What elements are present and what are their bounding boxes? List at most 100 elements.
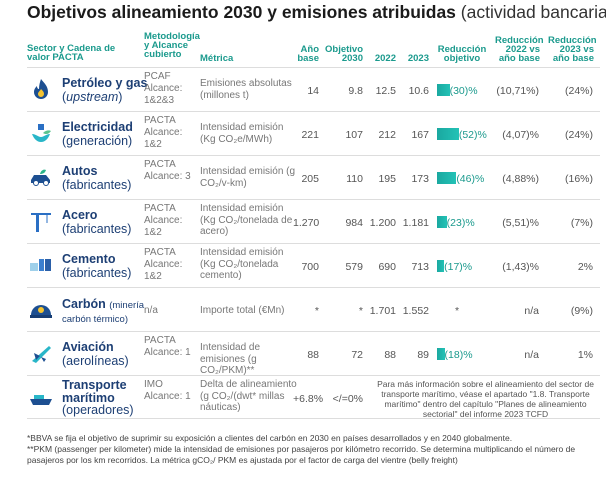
- value-obj: 107: [345, 129, 363, 141]
- value-base: +6.8%: [293, 393, 324, 405]
- reduction-2022: (5,51)%: [502, 217, 539, 229]
- sector-name: Electricidad (generación): [62, 120, 152, 148]
- value-base: *: [314, 305, 319, 317]
- ship-icon: [30, 395, 52, 405]
- sector-name: Petróleo y gas (upstream): [62, 76, 152, 104]
- reduction-target: (52)%: [458, 129, 487, 141]
- reduction-2023: (16%): [564, 173, 593, 185]
- header-metodologia: Metodología y Alcance cubierto: [144, 31, 200, 60]
- value-y2022: 212: [378, 129, 396, 141]
- footnote-1: *BBVA se fija el objetivo de suprimir su…: [27, 433, 513, 443]
- note-text: Para más información sobre el alineamien…: [377, 379, 594, 419]
- sector-subtitle: (aerolíneas): [62, 354, 129, 368]
- table-row: Electricidad (generación) PACTA Alcance: 1…: [27, 111, 600, 155]
- sector-subtitle: (generación): [62, 134, 133, 148]
- methodology: PACTA Alcance: 3: [144, 159, 191, 182]
- reduction-bar: [437, 84, 450, 96]
- value-base: 88: [307, 349, 319, 361]
- metric: Delta de alineamiento (g CO₂/(dwt* milla…: [200, 379, 297, 413]
- sector-name: Carbón (minería carbón térmico): [62, 298, 152, 326]
- table-row: Autos (fabricantes) PACTA Alcance: 3 Intens…: [27, 155, 600, 199]
- table-row: Carbón (minería carbón térmico) n/a Import…: [27, 287, 600, 331]
- reduction-target: *: [454, 305, 460, 317]
- crane-icon: [31, 213, 51, 232]
- reduction-2022: (1,43)%: [502, 261, 539, 273]
- value-y2022: 690: [378, 261, 396, 273]
- reduction-bar: [437, 172, 457, 184]
- sector-subtitle: (upstream): [62, 90, 123, 104]
- metric: Importe total (€Mn): [200, 305, 285, 316]
- page-title: Objetivos alineamiento 2030 y emisiones …: [27, 2, 606, 22]
- sector-subtitle: (fabricantes): [62, 178, 132, 192]
- sector-title: Cemento: [62, 252, 116, 266]
- table-row: Petróleo y gas (upstream) PCAF Alcance: 1&…: [27, 67, 600, 111]
- table-row: Acero (fabricantes) PACTA Alcance: 1&2 Inte…: [27, 199, 600, 243]
- sector-subtitle: (fabricantes): [62, 266, 132, 280]
- reduction-2022: (4,07)%: [502, 129, 539, 141]
- sector-name: Aviación (aerolíneas): [62, 340, 152, 368]
- header-reduccion: Reducción objetivo: [437, 44, 487, 64]
- header-2022: 2022: [374, 53, 396, 64]
- value-y2023: 89: [417, 349, 429, 361]
- value-y2023: 1.552: [402, 305, 429, 317]
- value-y2022: 88: [384, 349, 396, 361]
- value-obj: 984: [345, 217, 363, 229]
- metric: Intensidad emisión (Kg CO₂/tonelada de a…: [200, 203, 293, 237]
- metric: Emisiones absolutas (millones t): [200, 78, 292, 101]
- value-y2023: 167: [411, 129, 429, 141]
- value-base: 700: [301, 261, 319, 273]
- methodology: IMO Alcance: 1: [144, 379, 191, 402]
- sector-name: Transporte marítimo (operadores): [62, 379, 142, 417]
- sector-title: Petróleo y gas: [62, 76, 148, 90]
- value-obj: </=0%: [332, 393, 363, 405]
- metric: Intensidad emisión (Kg CO₂/tonelada ceme…: [200, 247, 284, 281]
- reduction-2023: 2%: [577, 261, 593, 273]
- value-obj: 72: [351, 349, 363, 361]
- sector-name: Cemento (fabricantes): [62, 252, 152, 280]
- value-base: 221: [301, 129, 319, 141]
- reduction-2022: n/a: [524, 349, 539, 361]
- reduction-2023: (24%): [564, 129, 593, 141]
- reduction-target: (30)%: [449, 85, 478, 97]
- header-red2023: Reducción 2023 vs año base: [548, 35, 597, 64]
- sector-subtitle: (operadores): [62, 403, 134, 417]
- reduction-2023: (7%): [570, 217, 593, 229]
- flame-icon: [34, 79, 48, 99]
- value-y2023: 10.6: [408, 85, 429, 97]
- car-icon: [31, 169, 50, 186]
- reduction-bar: [437, 128, 459, 140]
- sector-subtitle: (fabricantes): [62, 222, 132, 236]
- value-base: 14: [307, 85, 319, 97]
- value-y2023: 1.181: [402, 217, 429, 229]
- header-red2022: Reducción 2022 vs año base: [495, 35, 544, 64]
- sector-subtitle: (minería carbón térmico): [62, 300, 145, 325]
- reduction-2023: (9%): [570, 305, 593, 317]
- reduction-target: (46)%: [456, 173, 485, 185]
- methodology: PCAF Alcance: 1&2&3: [144, 71, 183, 106]
- value-y2023: 713: [411, 261, 429, 273]
- footnote-2: **PKM (passenger per kilometer) mide la …: [27, 444, 576, 465]
- value-obj: 110: [346, 173, 363, 185]
- reduction-2023: 1%: [577, 349, 593, 361]
- electricity-icon: [32, 124, 51, 142]
- reduction-2022: (4,88%): [502, 173, 539, 185]
- airplane-icon: [32, 346, 51, 363]
- table-bottom-divider: [27, 418, 600, 419]
- header-base: Año base: [297, 44, 319, 64]
- table-row: Cemento (fabricantes) PACTA Alcance: 1&2 In…: [27, 243, 600, 287]
- header-sector: Sector y Cadena de valor PACTA: [27, 43, 116, 63]
- sector-title: Electricidad: [62, 120, 133, 134]
- reduction-bar: [437, 348, 445, 360]
- reduction-2022: n/a: [524, 305, 539, 317]
- factory-icon: [30, 259, 51, 271]
- reduction-bar: [437, 260, 445, 272]
- value-y2022: 12.5: [375, 85, 396, 97]
- sector-name: Autos (fabricantes): [62, 164, 152, 192]
- value-y2022: 1.200: [369, 217, 396, 229]
- header-2023: 2023: [407, 53, 429, 64]
- table-row: Transporte marítimo (operadores) IMO Alcan…: [27, 375, 600, 419]
- methodology: PACTA Alcance: 1&2: [144, 247, 183, 282]
- value-obj: 579: [345, 261, 363, 273]
- reduction-target: (17)%: [444, 261, 473, 273]
- sector-title: Aviación: [62, 340, 114, 354]
